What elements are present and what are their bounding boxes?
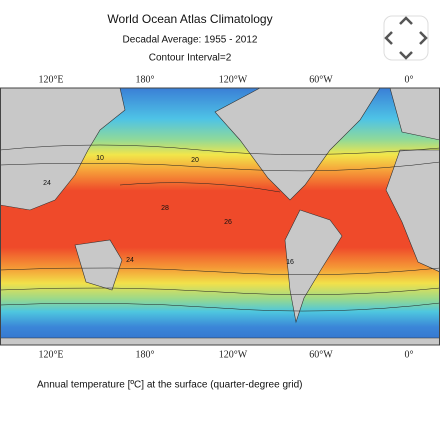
move-icon[interactable]: [384, 16, 428, 60]
longitude-labels: 120°E 180° 120°W 60°W 0° 120°E 180° 120°W 60°W 0°: [38, 74, 413, 360]
top-longitude: 60°W: [309, 74, 333, 85]
subtitle: Decadal Average: 1955 - 2012: [123, 35, 258, 46]
title: World Ocean Atlas Climatology: [107, 12, 272, 26]
top-longitude: 120°W: [219, 74, 248, 85]
navigate-button[interactable]: [383, 15, 429, 61]
bottom-longitude: 60°W: [309, 349, 333, 360]
contour-interval: Contour Interval=2: [149, 53, 232, 64]
contour-label: 28: [161, 205, 169, 212]
top-longitude: 0°: [405, 74, 414, 85]
top-longitude: 120°E: [38, 74, 63, 85]
caption: Annual temperature [ºC] at the surface (…: [37, 380, 302, 391]
contour-label: 20: [191, 157, 199, 164]
top-longitude: 180°: [136, 74, 155, 85]
bottom-longitude: 120°W: [219, 349, 248, 360]
contour-label: 10: [96, 155, 104, 162]
button-bg[interactable]: [383, 15, 429, 61]
contours: [0, 144, 440, 312]
bottom-longitude: 180°: [136, 349, 155, 360]
contour-labels: 28 26 24 24 20 16 10: [43, 155, 294, 266]
land: [0, 87, 440, 346]
map: 28 26 24 24 20 16 10: [0, 87, 440, 346]
bottom-longitude: 120°E: [38, 349, 63, 360]
contour-label: 24: [43, 180, 51, 187]
contour-label: 24: [126, 257, 134, 264]
contour-label: 26: [224, 219, 232, 226]
bottom-longitude: 0°: [405, 349, 414, 360]
contour-label: 16: [286, 259, 294, 266]
